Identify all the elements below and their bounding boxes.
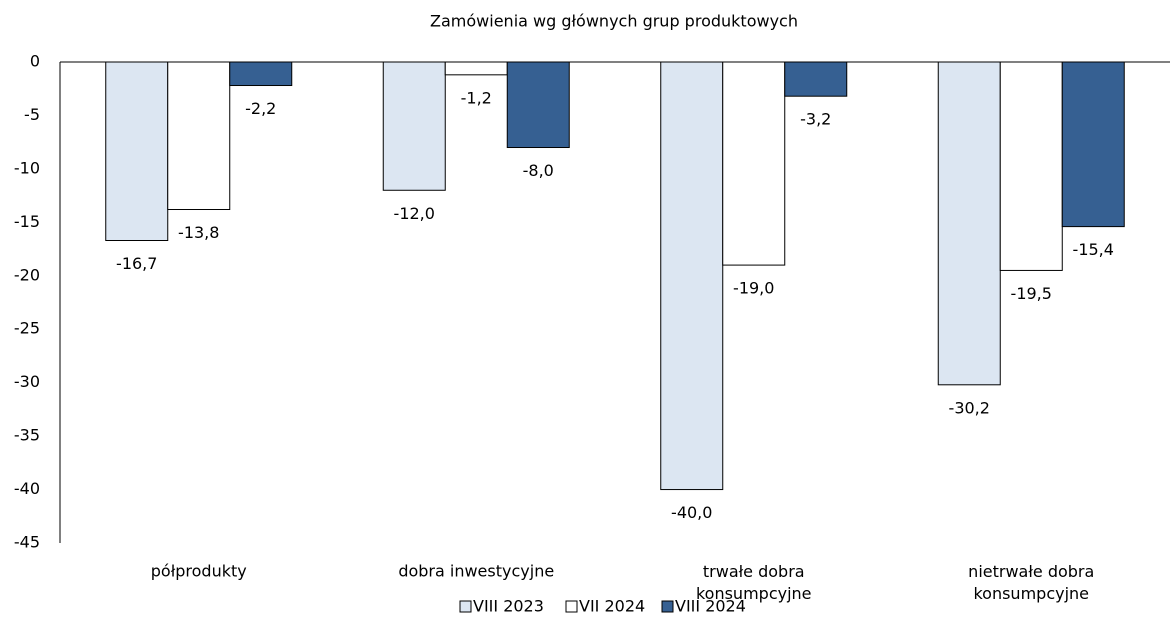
x-tick-label: nietrwałe dobra konsumpcyjne	[968, 562, 1094, 603]
legend-swatch	[565, 600, 578, 613]
bar	[999, 61, 1063, 271]
y-tick-label: -40	[14, 479, 40, 498]
legend-label: VIII 2023	[473, 597, 544, 616]
y-tick-label: -10	[14, 158, 40, 177]
value-label: -1,2	[461, 88, 492, 107]
y-tick-label: -35	[14, 426, 40, 445]
x-tick-label: dobra inwestycyjne	[398, 562, 554, 581]
bar	[937, 61, 1001, 386]
value-label: -19,5	[1011, 284, 1052, 303]
legend-label: VII 2024	[579, 597, 645, 616]
bar	[506, 61, 570, 149]
bar	[167, 61, 231, 211]
value-label: -2,2	[245, 99, 276, 118]
value-label: -8,0	[523, 161, 554, 180]
y-tick-label: -5	[24, 105, 40, 124]
bar	[105, 61, 169, 242]
bar	[784, 61, 848, 97]
bar	[722, 61, 786, 266]
value-label: -30,2	[949, 398, 990, 417]
bar	[660, 61, 724, 491]
value-label: -16,7	[116, 254, 157, 273]
bar	[229, 61, 293, 87]
y-tick-label: -45	[14, 533, 40, 552]
value-label: -12,0	[394, 204, 435, 223]
y-tick-label: -25	[14, 319, 40, 338]
y-tick-label: -20	[14, 265, 40, 284]
chart-title: Zamówienia wg głównych grup produktowych	[430, 12, 798, 31]
bar	[382, 61, 446, 191]
x-tick-label: półprodukty	[151, 562, 247, 581]
value-label: -15,4	[1073, 240, 1114, 259]
bar	[1061, 61, 1125, 228]
y-tick-label: 0	[30, 52, 40, 71]
y-tick-label: -15	[14, 212, 40, 231]
value-label: -19,0	[733, 279, 774, 298]
legend-label: VIII 2024	[675, 597, 746, 616]
x-tick-label: trwałe dobra konsumpcyjne	[696, 562, 812, 603]
y-tick-label: -30	[14, 372, 40, 391]
legend-swatch	[459, 600, 472, 613]
value-label: -40,0	[671, 503, 712, 522]
value-label: -3,2	[800, 110, 831, 129]
bar	[444, 61, 508, 76]
value-label: -13,8	[178, 223, 219, 242]
legend-swatch	[661, 600, 674, 613]
